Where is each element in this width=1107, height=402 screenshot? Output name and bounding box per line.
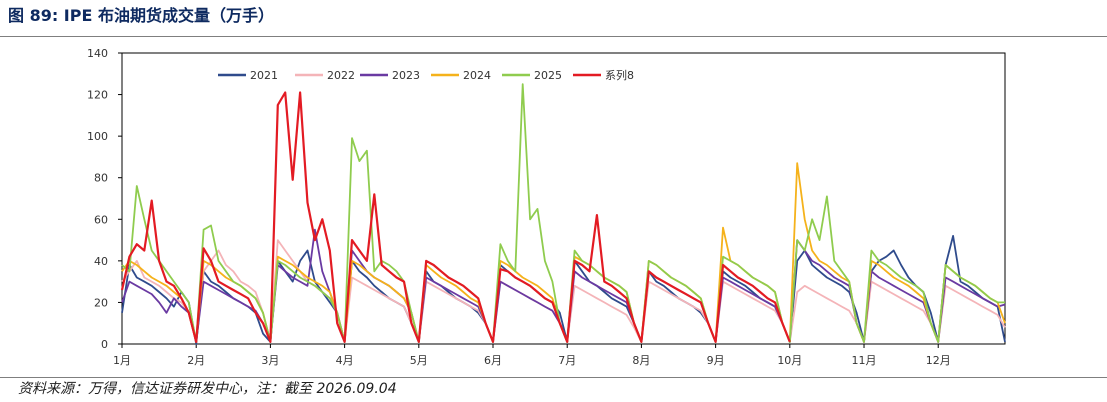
y-tick-label: 0 xyxy=(101,338,108,351)
x-tick-label: 10月 xyxy=(777,354,802,367)
legend-label: 2024 xyxy=(463,69,491,82)
legend: 2021 2022 2023 2024 2025 系列8 xyxy=(218,68,634,82)
y-tick-label: 140 xyxy=(87,47,108,60)
x-tick-label: 6月 xyxy=(484,354,502,367)
figure-title: 图 89: IPE 布油期货成交量（万手） xyxy=(8,6,274,25)
x-tick-label: 2月 xyxy=(187,354,205,367)
plot-area-border xyxy=(121,52,1006,345)
y-tick-label: 80 xyxy=(94,172,108,185)
y-tick-label: 20 xyxy=(94,296,108,309)
legend-label: 2025 xyxy=(534,69,562,82)
y-axis: 0 20 40 60 80 100 120 140 xyxy=(87,47,122,351)
x-tick-label: 7月 xyxy=(558,354,576,367)
legend-label: 2022 xyxy=(327,69,355,82)
x-tick-label: 11月 xyxy=(852,354,877,367)
x-tick-label: 4月 xyxy=(336,354,354,367)
top-rule xyxy=(0,36,1107,37)
x-tick-label: 12月 xyxy=(926,354,951,367)
source-note: 资料来源：万得，信达证券研发中心，注：截至 2026.09.04 xyxy=(18,381,397,397)
x-tick-label: 3月 xyxy=(261,354,279,367)
x-tick-label: 1月 xyxy=(113,354,131,367)
series-line-4 xyxy=(121,83,1005,343)
y-tick-label: 60 xyxy=(94,213,108,226)
x-tick-label: 8月 xyxy=(632,354,650,367)
series-line-5 xyxy=(120,91,791,343)
y-tick-label: 40 xyxy=(94,255,108,268)
legend-label: 2021 xyxy=(250,69,278,82)
legend-label: 系列8 xyxy=(605,68,634,82)
y-tick-label: 120 xyxy=(87,89,108,102)
line-chart: 0 20 40 60 80 100 120 140 1月 2月 3月 4月 5月 6月 7月 8月 9月 10月… xyxy=(87,47,1006,367)
x-axis: 1月 2月 3月 4月 5月 6月 7月 8月 9月 10月 11月 12月 xyxy=(113,344,951,367)
y-tick-label: 100 xyxy=(87,130,108,143)
series-lines xyxy=(120,83,1006,345)
x-tick-label: 5月 xyxy=(410,354,428,367)
x-tick-label: 9月 xyxy=(707,354,725,367)
bottom-rule xyxy=(0,377,1107,378)
legend-label: 2023 xyxy=(392,69,420,82)
